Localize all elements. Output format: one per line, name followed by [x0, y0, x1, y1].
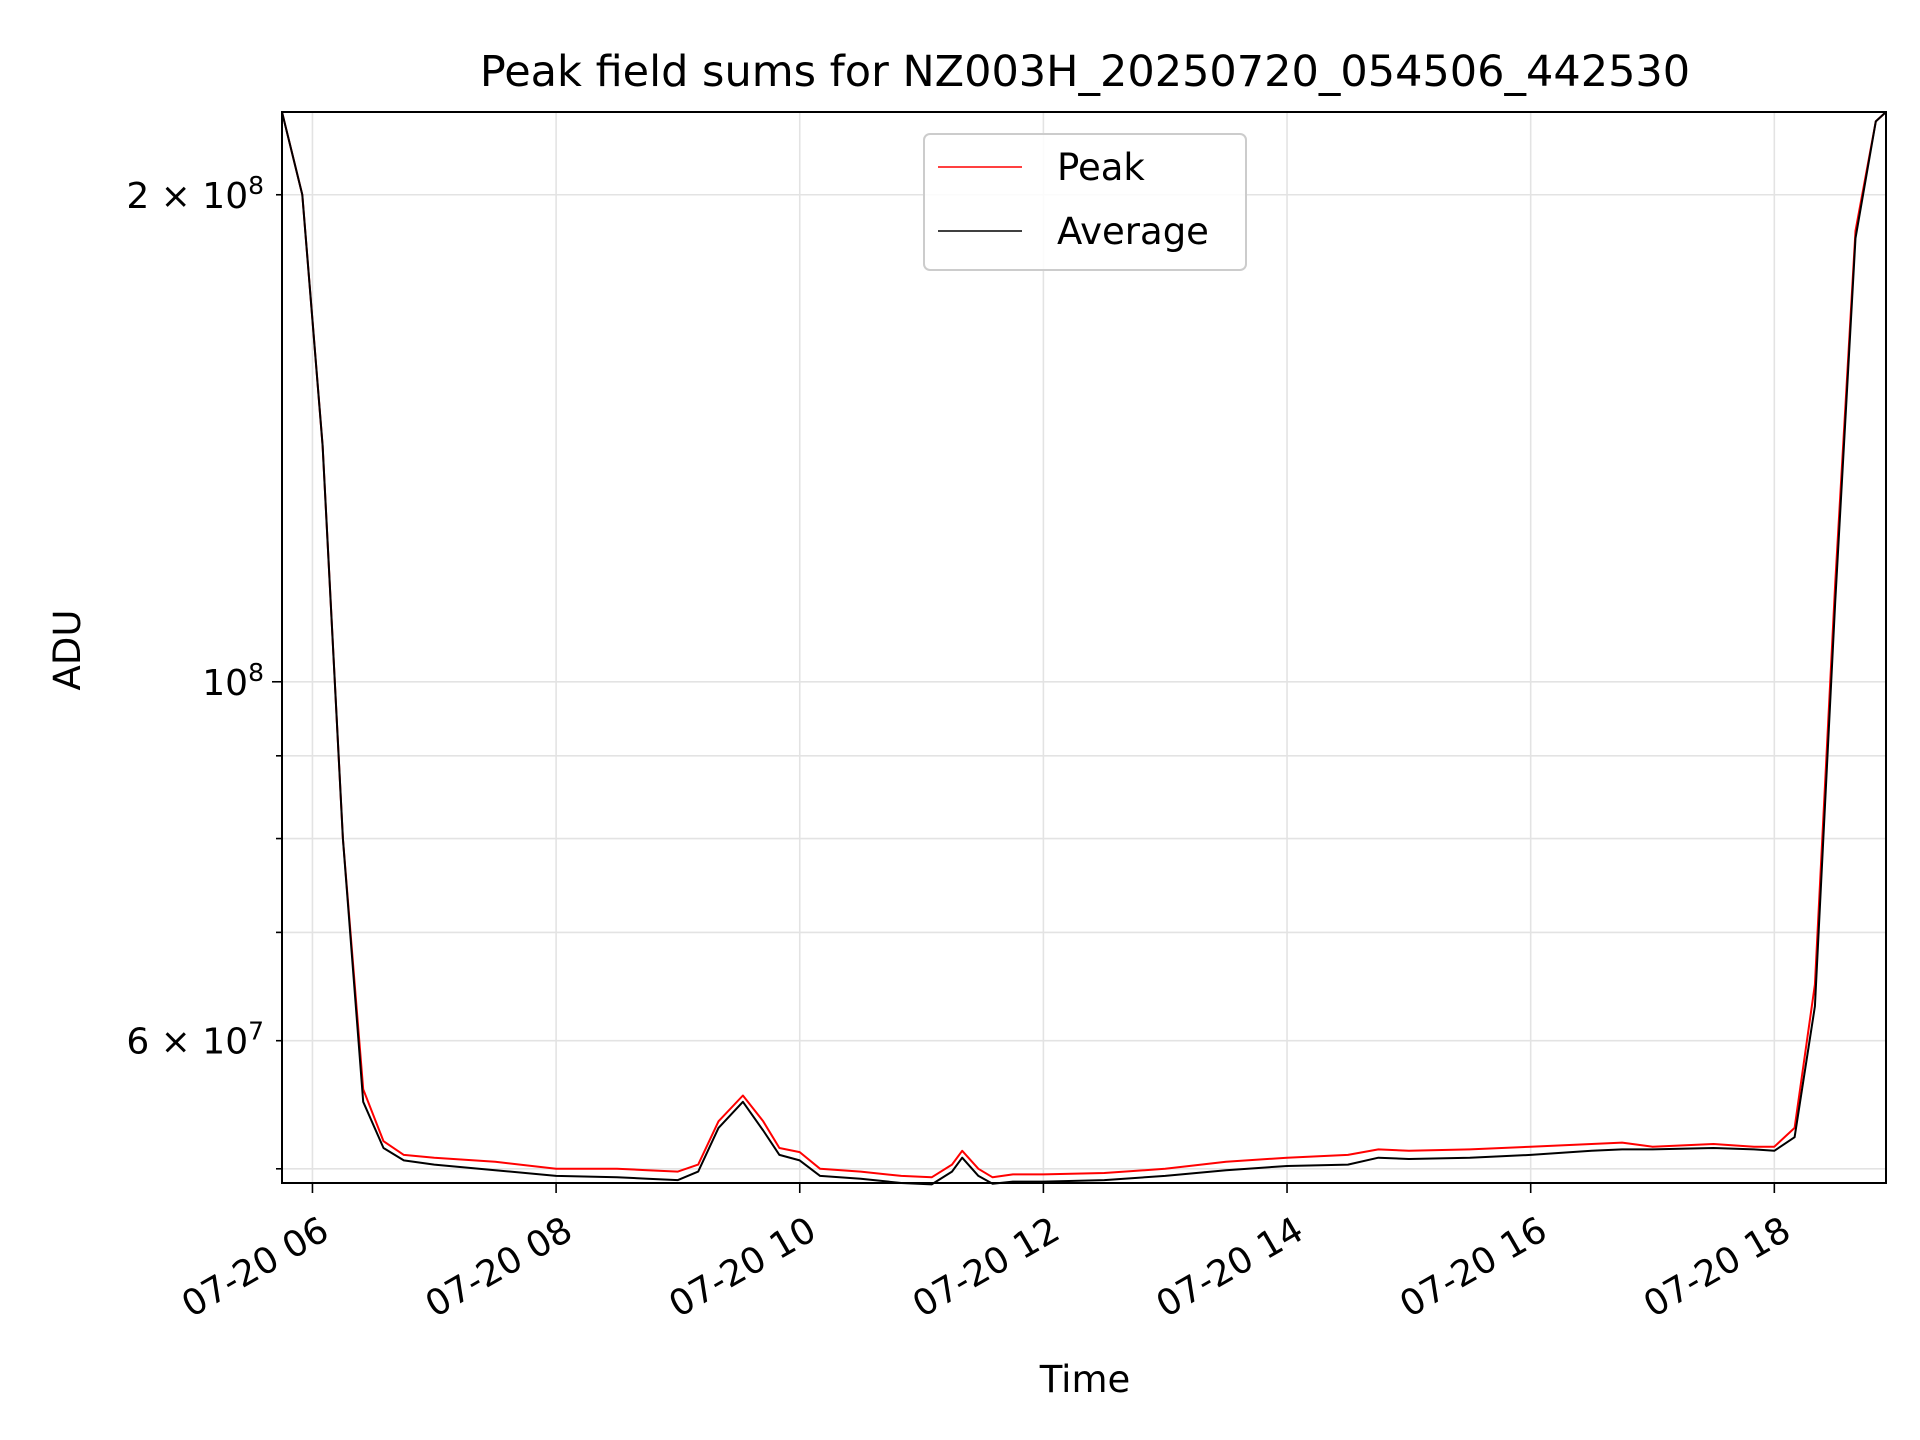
legend-label-average: Average	[1057, 210, 1209, 253]
legend-label-peak: Peak	[1057, 146, 1145, 189]
series-line-average	[281, 111, 1887, 1186]
x-axis-label: Time	[1039, 1358, 1131, 1401]
y-axis-label: ADU	[46, 610, 89, 691]
legend-box	[923, 133, 1247, 271]
chart-title: Peak field sums for NZ003H_20250720_0545…	[480, 47, 1690, 97]
series-line-peak	[281, 111, 1887, 1179]
plot-area-frame	[281, 111, 1887, 1184]
legend: Peak Average	[923, 133, 1247, 271]
y-tick-label: 6 × 107	[126, 1017, 264, 1063]
y-tick-label: 108	[202, 658, 264, 704]
y-tick-label: 2 × 108	[126, 171, 264, 217]
series-group	[281, 111, 1887, 1186]
